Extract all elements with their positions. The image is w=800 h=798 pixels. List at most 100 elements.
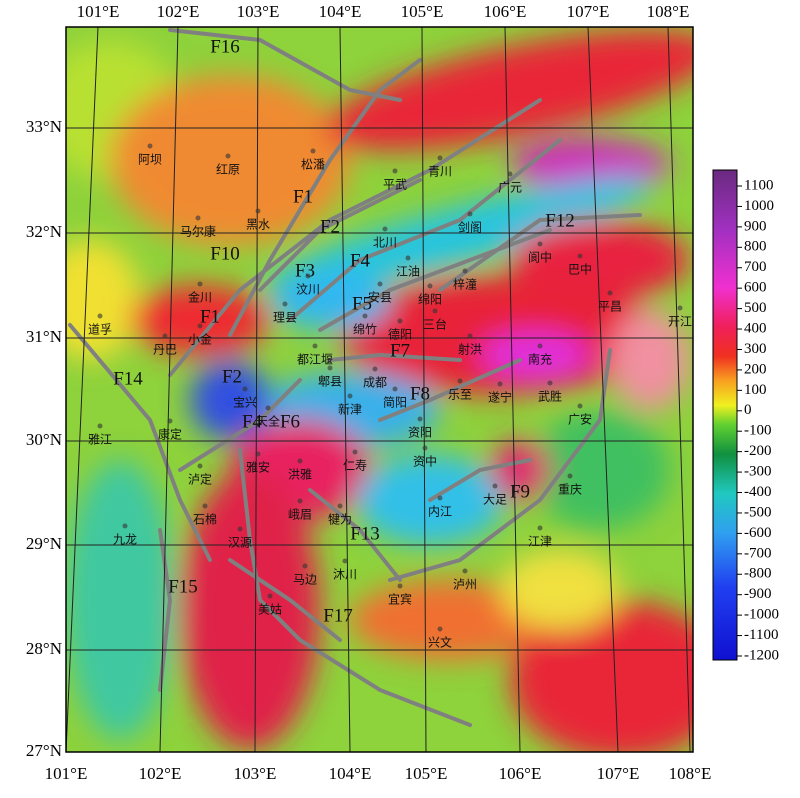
place-dot — [427, 283, 433, 289]
place-name: 新津 — [338, 402, 362, 417]
lon-label-bottom: 101°E — [45, 764, 88, 783]
place-dot — [347, 393, 353, 399]
lon-label-top: 103°E — [237, 2, 280, 21]
place-name: 资中 — [413, 454, 437, 469]
colorbar-label: 400 — [744, 320, 767, 336]
colorbar-label: 1100 — [744, 177, 773, 193]
colorbar-label: 1000 — [744, 198, 774, 214]
fault-label: F6 — [280, 411, 300, 432]
place-name: 阿坝 — [138, 153, 162, 167]
place-name: 南充 — [528, 352, 552, 367]
place-name: 美姑 — [258, 603, 282, 617]
lon-label-top: 107°E — [567, 2, 610, 21]
place-name: 泸州 — [453, 578, 477, 592]
colorbar-label: -200 — [744, 443, 772, 459]
place-name: 仁寿 — [343, 459, 367, 473]
colorbar-label: -100 — [744, 423, 772, 439]
lon-label-top: 101°E — [77, 2, 120, 21]
meridian — [339, 27, 351, 752]
colorbar-label: 300 — [744, 341, 767, 357]
place-dot — [197, 323, 203, 329]
place-dot — [507, 171, 513, 177]
colorbar-label: -900 — [744, 586, 772, 602]
meridian — [254, 27, 259, 752]
fault-label: F12 — [545, 210, 575, 231]
colorbar-label: 500 — [744, 300, 767, 316]
colorbar-label: -1000 — [744, 607, 779, 623]
lat-label: 33°N — [26, 117, 62, 136]
place-name: 马边 — [293, 573, 317, 587]
place-name: 康定 — [158, 427, 182, 442]
place-dot — [255, 208, 261, 214]
place-dot — [397, 583, 403, 589]
place-dot — [337, 503, 343, 509]
lon-label-bottom: 108°E — [669, 764, 712, 783]
place-name: 青川 — [428, 165, 452, 179]
place-dot — [382, 226, 388, 232]
place-dot — [265, 405, 271, 411]
meridian — [667, 27, 691, 752]
place-name: 泸定 — [188, 472, 212, 487]
place-name: 雅安 — [246, 460, 270, 475]
lon-label-bottom: 104°E — [329, 764, 372, 783]
place-name: 射洪 — [458, 342, 482, 357]
place-dot — [237, 526, 243, 532]
lon-label-bottom: 106°E — [499, 764, 542, 783]
place-name: 江油 — [396, 265, 420, 279]
fault-label: F4 — [350, 250, 371, 271]
fault-label: F1 — [200, 306, 220, 327]
fault-label: F13 — [350, 523, 380, 544]
place-dot — [432, 308, 438, 314]
place-dot — [195, 215, 201, 221]
place-name: 乐至 — [448, 388, 472, 402]
place-name: 汶川 — [296, 282, 320, 297]
fault-label: F2 — [320, 216, 340, 237]
place-dot — [677, 305, 683, 311]
place-name: 小金 — [188, 332, 212, 347]
place-dot — [377, 281, 383, 287]
lat-label: 29°N — [26, 534, 62, 553]
fault-label: F5 — [352, 293, 372, 314]
place-name: 巴中 — [568, 262, 592, 277]
place-dot — [122, 523, 128, 529]
place-dot — [197, 281, 203, 287]
place-name: 雅江 — [88, 432, 112, 447]
meridian — [159, 27, 179, 752]
colorbar — [712, 169, 738, 661]
fault-label: F10 — [210, 243, 240, 264]
place-name: 安县 — [368, 290, 392, 305]
colorbar-label: 600 — [744, 280, 767, 296]
place-dot — [297, 458, 303, 464]
meridian — [421, 27, 427, 752]
colorbar-label: 0 — [744, 402, 752, 418]
place-name: 黑水 — [246, 218, 270, 232]
fault-label: F1 — [293, 186, 313, 207]
place-dot — [372, 366, 378, 372]
fault-label: F2 — [222, 366, 242, 387]
lon-label-bottom: 103°E — [234, 764, 277, 783]
place-dot — [537, 343, 543, 349]
fault-label: F4 — [242, 411, 263, 432]
place-dot — [267, 593, 273, 599]
lat-label: 27°N — [26, 741, 62, 760]
place-dot — [255, 451, 261, 457]
lat-label: 30°N — [26, 430, 62, 449]
place-name: 广元 — [498, 181, 522, 195]
place-dot — [167, 418, 173, 424]
place-name: 都江堰 — [297, 353, 333, 367]
place-dot — [310, 148, 316, 154]
place-name: 宝兴 — [233, 396, 257, 410]
place-dot — [497, 381, 503, 387]
lat-label: 28°N — [26, 639, 62, 658]
place-dot — [437, 626, 443, 632]
place-name: 平武 — [383, 178, 407, 192]
fault-label: F3 — [295, 260, 315, 281]
place-dot — [457, 378, 463, 384]
place-name: 丹巴 — [153, 343, 177, 357]
lon-label-top: 108°E — [647, 2, 690, 21]
place-name: 洪雅 — [288, 467, 312, 482]
colorbar-label: -500 — [744, 504, 772, 520]
map-frame — [65, 26, 694, 753]
place-dot — [392, 168, 398, 174]
place-dot — [202, 503, 208, 509]
